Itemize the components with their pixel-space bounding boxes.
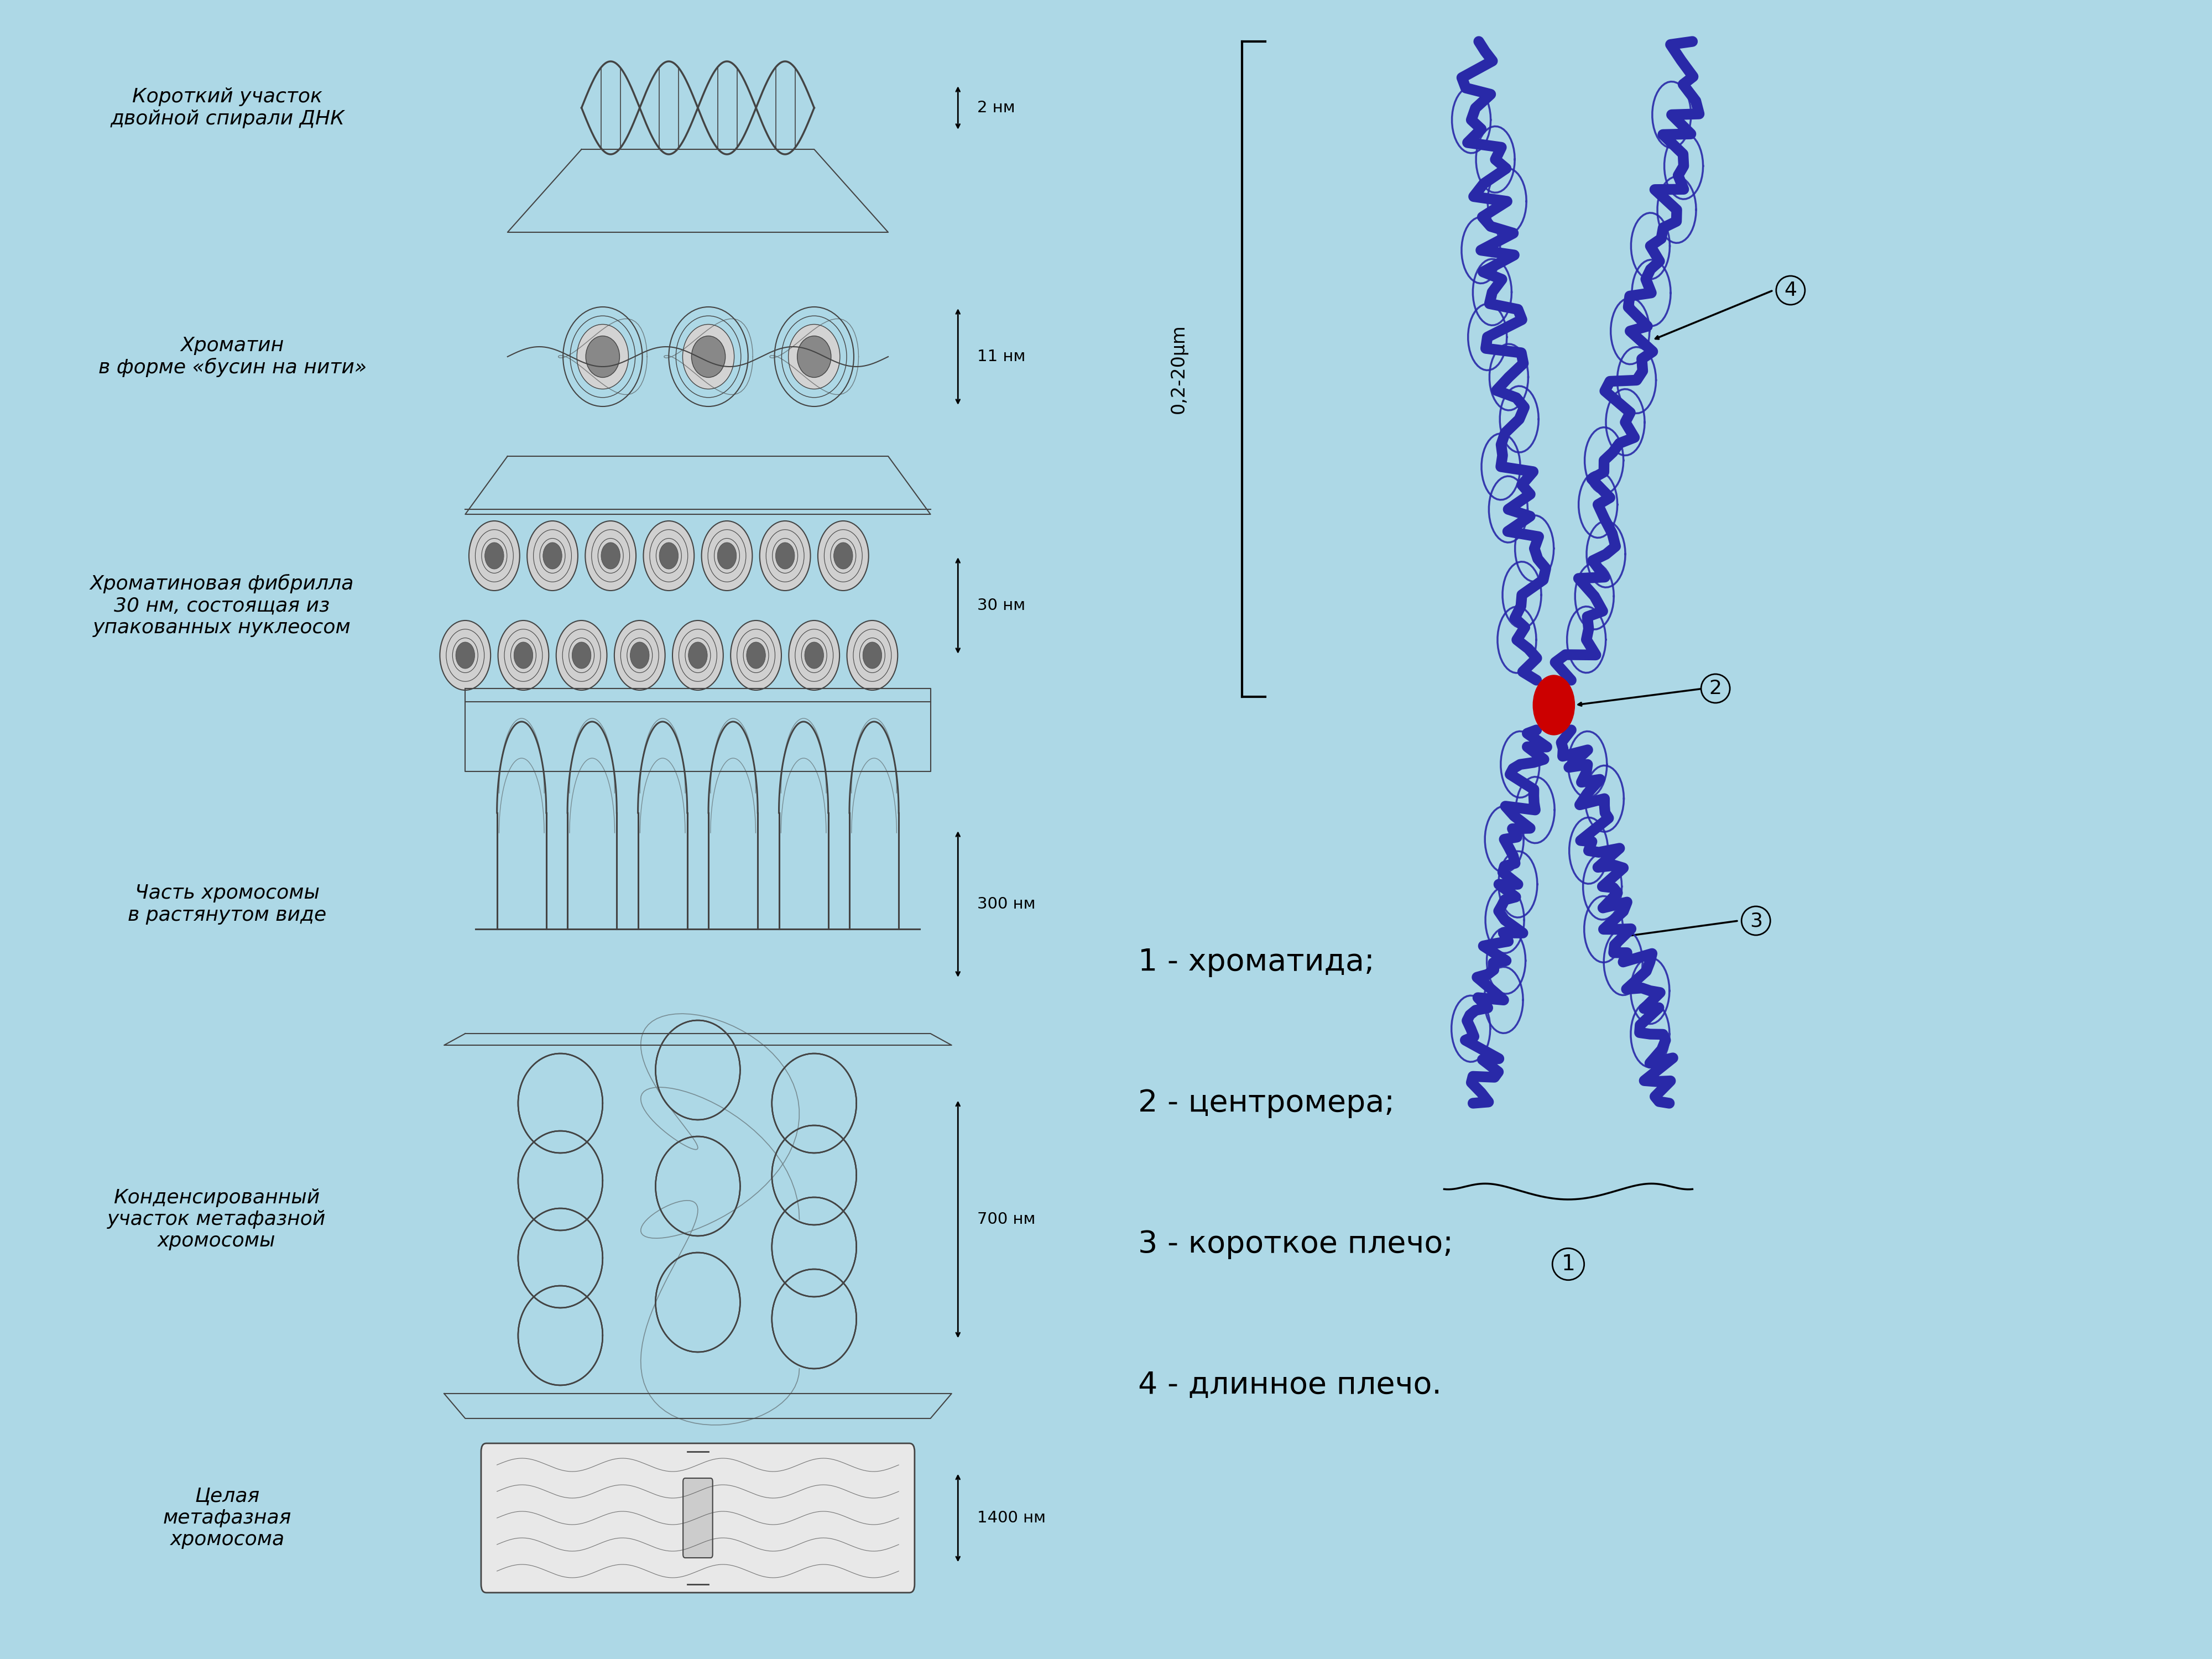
Ellipse shape [796, 335, 832, 378]
Ellipse shape [717, 542, 737, 569]
Ellipse shape [555, 620, 606, 690]
Ellipse shape [672, 620, 723, 690]
Ellipse shape [498, 620, 549, 690]
Ellipse shape [745, 642, 765, 669]
Text: 2 нм: 2 нм [978, 100, 1015, 116]
Ellipse shape [542, 542, 562, 569]
Text: 30 нм: 30 нм [978, 597, 1024, 614]
Ellipse shape [440, 620, 491, 690]
Text: 1 - хроматида;: 1 - хроматида; [1139, 947, 1374, 977]
Ellipse shape [701, 521, 752, 591]
Text: Целая
метафазная
хромосома: Целая метафазная хромосома [164, 1486, 292, 1550]
Ellipse shape [863, 642, 883, 669]
Text: Хроматин
в форме «бусин на нити»: Хроматин в форме «бусин на нити» [100, 337, 367, 377]
Ellipse shape [659, 542, 679, 569]
Text: 3: 3 [1750, 911, 1763, 931]
Ellipse shape [759, 521, 810, 591]
Ellipse shape [684, 325, 734, 390]
Ellipse shape [692, 335, 726, 378]
Ellipse shape [818, 521, 869, 591]
Ellipse shape [688, 642, 708, 669]
Ellipse shape [615, 620, 666, 690]
Text: 4 - длинное плечо.: 4 - длинное плечо. [1139, 1370, 1442, 1400]
Text: Часть хромосомы
в растянутом виде: Часть хромосомы в растянутом виде [128, 884, 327, 924]
Ellipse shape [573, 642, 591, 669]
Ellipse shape [586, 335, 619, 378]
Ellipse shape [847, 620, 898, 690]
Text: 700 нм: 700 нм [978, 1211, 1035, 1228]
Circle shape [1533, 675, 1575, 735]
Text: 2: 2 [1710, 679, 1721, 698]
Ellipse shape [834, 542, 854, 569]
Ellipse shape [456, 642, 476, 669]
Text: Хроматиновая фибрилла
30 нм, состоящая из
упакованных нуклеосом: Хроматиновая фибрилла 30 нм, состоящая и… [91, 574, 354, 637]
Ellipse shape [787, 325, 841, 390]
Text: 0,2-20μm: 0,2-20μm [1170, 325, 1188, 413]
Ellipse shape [790, 620, 841, 690]
Text: Короткий участок
двойной спирали ДНК: Короткий участок двойной спирали ДНК [111, 88, 345, 128]
Text: 4: 4 [1785, 280, 1796, 300]
Ellipse shape [602, 542, 619, 569]
Ellipse shape [586, 521, 637, 591]
Text: 1: 1 [1562, 1254, 1575, 1274]
Ellipse shape [526, 521, 577, 591]
Text: Конденсированный
участок метафазной
хромосомы: Конденсированный участок метафазной хром… [108, 1188, 325, 1251]
Text: 1400 нм: 1400 нм [978, 1510, 1046, 1526]
Ellipse shape [644, 521, 695, 591]
Ellipse shape [513, 642, 533, 669]
Ellipse shape [484, 542, 504, 569]
Ellipse shape [469, 521, 520, 591]
Ellipse shape [577, 325, 628, 390]
FancyBboxPatch shape [480, 1443, 914, 1593]
Text: 2 - центромера;: 2 - центромера; [1139, 1088, 1396, 1118]
Text: 11 нм: 11 нм [978, 348, 1026, 365]
Ellipse shape [805, 642, 823, 669]
Ellipse shape [730, 620, 781, 690]
Ellipse shape [630, 642, 648, 669]
Text: 3 - короткое плечо;: 3 - короткое плечо; [1139, 1229, 1453, 1259]
FancyBboxPatch shape [684, 1478, 712, 1558]
Ellipse shape [776, 542, 794, 569]
Text: 300 нм: 300 нм [978, 896, 1035, 912]
